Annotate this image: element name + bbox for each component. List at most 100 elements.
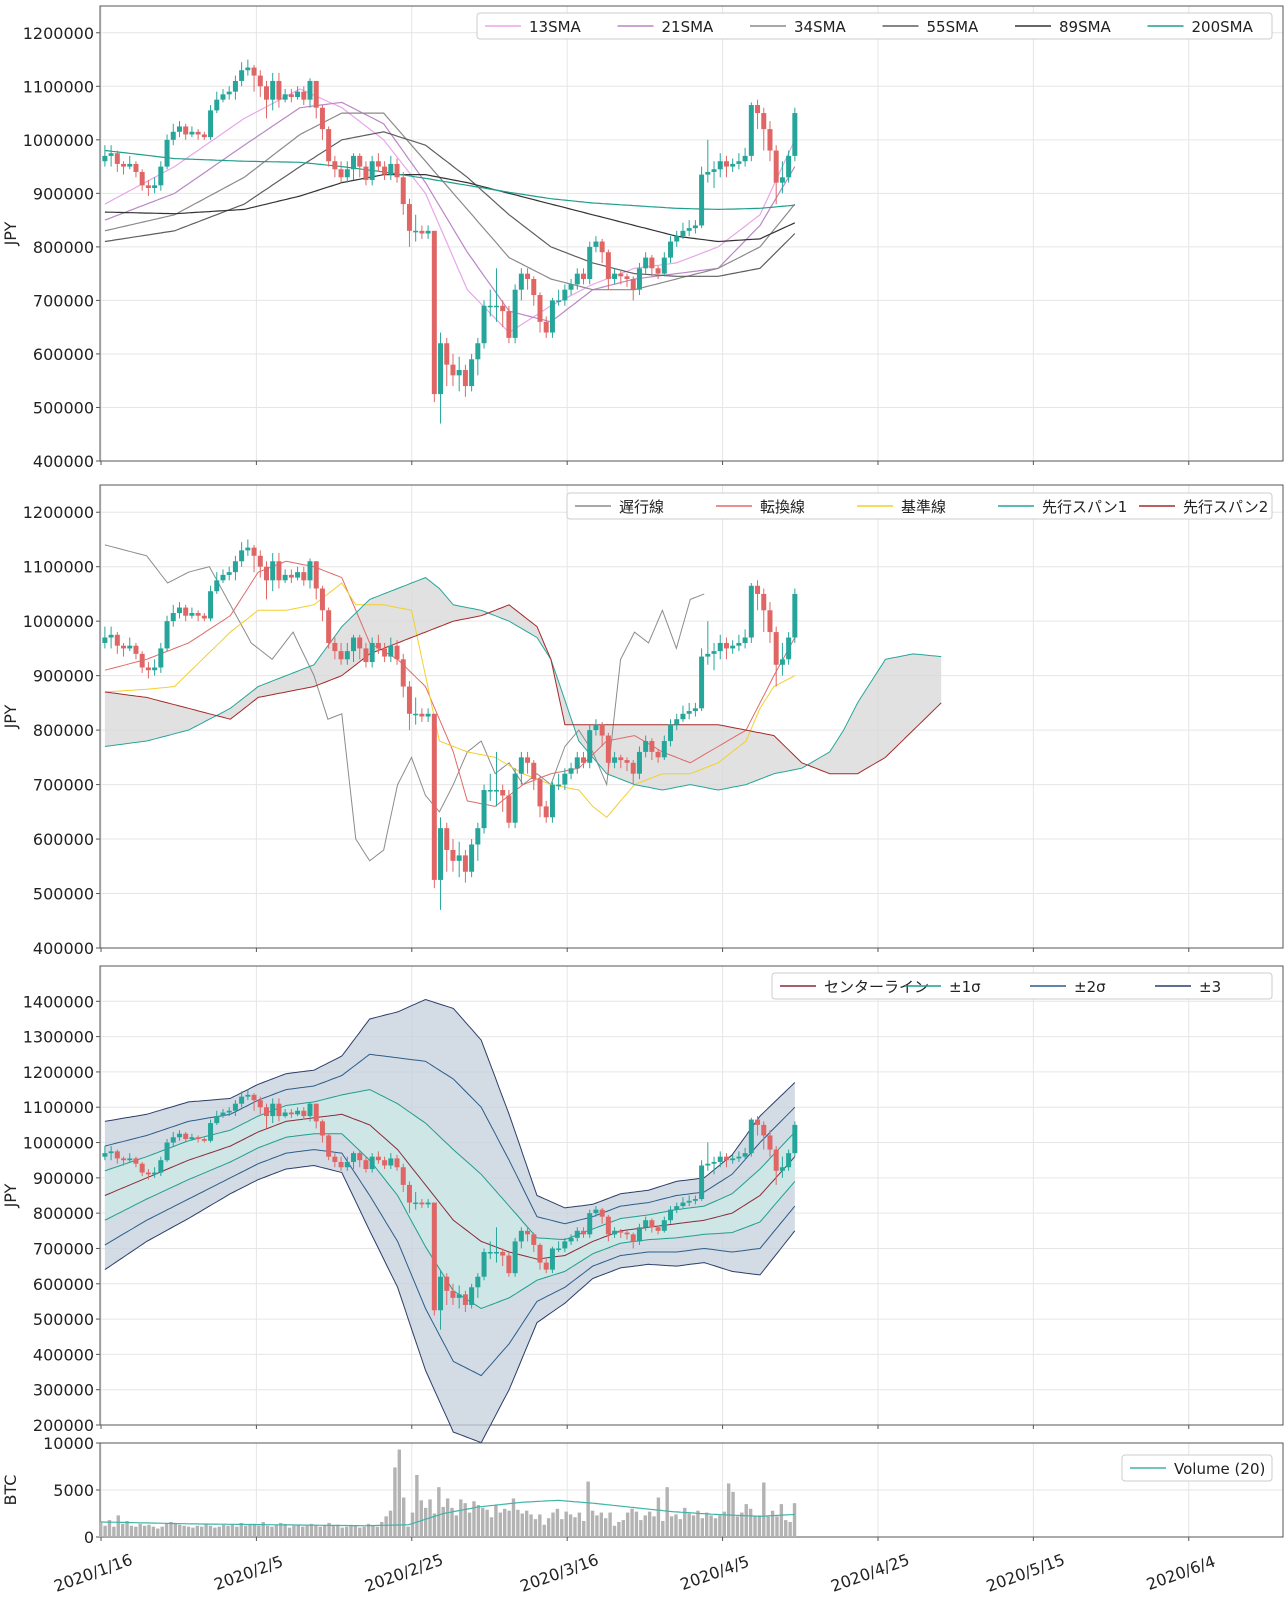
candle-body <box>661 1220 667 1231</box>
candle-body <box>357 1153 363 1161</box>
candle-body <box>394 1158 400 1168</box>
candle-body <box>636 268 642 290</box>
volume-bar <box>529 1514 533 1537</box>
y-axis-label: JPY <box>1 1183 20 1208</box>
candle-body <box>394 645 400 660</box>
y-tick-label: 1100000 <box>23 558 94 577</box>
volume-bar <box>700 1518 705 1537</box>
candle-body <box>164 139 170 167</box>
candle-body <box>755 105 761 114</box>
y-tick-label: 400000 <box>33 452 94 471</box>
y-tick-label: 300000 <box>33 1381 94 1400</box>
volume-bar <box>182 1525 186 1537</box>
candle-body <box>406 204 412 231</box>
candle-body <box>643 1220 649 1228</box>
x-tick-label: 2020/4/25 <box>828 1550 912 1596</box>
volume-bar <box>116 1515 120 1537</box>
candle-body <box>438 343 444 395</box>
volume-bar <box>538 1514 542 1537</box>
candle-body <box>444 1276 450 1291</box>
candle-body <box>282 574 288 581</box>
candle-body <box>593 241 599 247</box>
volume-bar <box>410 1512 415 1537</box>
candle-body <box>512 289 518 338</box>
candle-body <box>413 713 419 716</box>
x-tick-label: 2020/5/15 <box>984 1550 1068 1596</box>
series-line-先行スパン2 <box>104 604 942 775</box>
candle-body <box>761 593 767 611</box>
candle-body <box>152 185 158 188</box>
candle-body <box>469 359 475 387</box>
volume-bar <box>138 1523 142 1537</box>
candle-body <box>717 1156 723 1162</box>
candle-body <box>649 741 655 752</box>
candle-body <box>332 1156 338 1162</box>
candle-body <box>568 1237 574 1242</box>
candle-body <box>313 1103 319 1122</box>
legend-label: 遅行線 <box>619 498 664 516</box>
volume-bar <box>243 1525 248 1537</box>
candle-body <box>518 273 524 290</box>
candle-body <box>121 645 127 649</box>
y-tick-label: 800000 <box>33 721 94 740</box>
candle-body <box>717 642 723 652</box>
candle-body <box>357 637 363 649</box>
volume-bar <box>573 1517 577 1537</box>
volume-bar <box>718 1515 722 1537</box>
candle-body <box>549 784 555 818</box>
series-line-200SMA <box>104 149 795 211</box>
candle-body <box>226 91 232 95</box>
candle-body <box>232 561 238 573</box>
candle-body <box>438 828 444 880</box>
legend-label: ±3 <box>1199 978 1221 996</box>
candle-body <box>195 613 201 616</box>
volume-bar <box>375 1526 380 1537</box>
candle-body <box>792 1124 798 1154</box>
volume-bar <box>327 1522 331 1537</box>
candle-body <box>214 1116 220 1124</box>
candle-body <box>388 1158 394 1166</box>
candle-body <box>263 566 269 581</box>
candle-body <box>214 580 220 592</box>
volume-bar <box>661 1521 665 1537</box>
candle-body <box>431 713 437 880</box>
volume-bar <box>208 1525 213 1537</box>
candle-body <box>699 1165 705 1200</box>
candle-body <box>674 719 680 725</box>
candle-body <box>251 1094 257 1101</box>
candle-body <box>114 1151 120 1159</box>
volume-bar <box>142 1525 147 1537</box>
candle-body <box>692 1199 698 1201</box>
candle-body <box>643 741 649 752</box>
volume-bar <box>577 1512 582 1537</box>
candle-body <box>668 241 674 258</box>
candle-body <box>257 555 263 567</box>
candle-body <box>543 321 549 333</box>
candle-body <box>779 1167 785 1171</box>
volume-bar <box>151 1526 156 1537</box>
candle-body <box>257 1100 263 1108</box>
candle-body <box>587 730 593 763</box>
volume-bar <box>524 1510 529 1537</box>
candle-body <box>779 659 785 665</box>
candle-body <box>487 1251 493 1254</box>
candle-body <box>736 1156 742 1159</box>
volume-bar <box>331 1525 336 1537</box>
candle-body <box>351 637 357 652</box>
volume-bar <box>757 1515 762 1537</box>
candle-body <box>133 645 139 654</box>
volume-bar <box>314 1524 318 1537</box>
candle-body <box>512 1241 518 1274</box>
candle-body <box>500 790 506 796</box>
volume-bar <box>265 1525 270 1537</box>
volume-bar <box>173 1522 178 1537</box>
series-line-遅行線 <box>104 544 705 862</box>
candle-body <box>531 762 537 780</box>
candle-body <box>438 1276 444 1311</box>
panel-volume: 0 5000 10000 BTC Volume (20) 2020/1/16 2020/2/… <box>1 1434 1284 1596</box>
candle-body <box>692 708 698 712</box>
volume-bar <box>336 1524 340 1537</box>
candle-body <box>382 648 388 657</box>
candle-body <box>487 305 493 308</box>
candle-body <box>469 844 475 872</box>
